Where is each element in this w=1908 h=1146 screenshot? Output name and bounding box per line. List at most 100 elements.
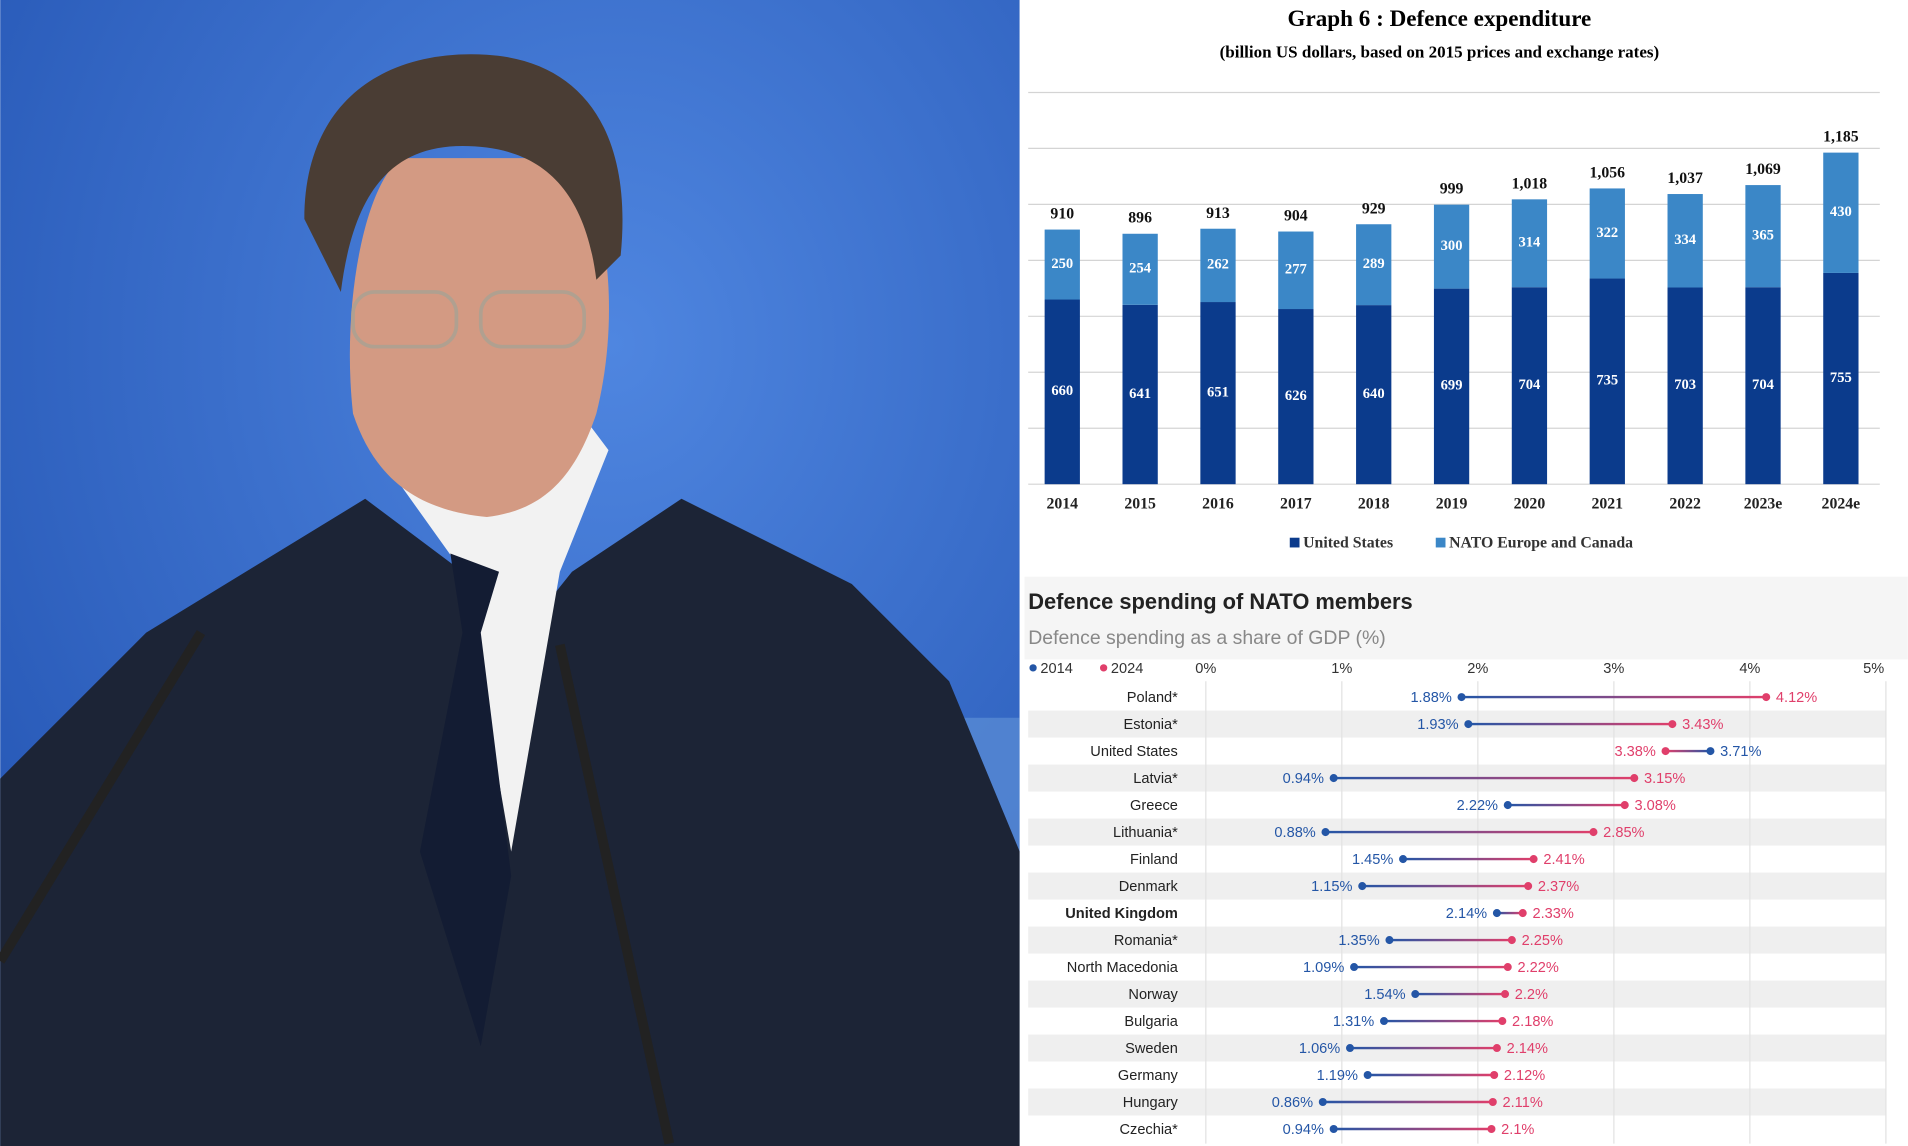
point <box>1503 801 1512 810</box>
value-label: 1.54% <box>1364 987 1405 1003</box>
point <box>1345 1044 1355 1053</box>
value-label: 1.45% <box>1352 852 1393 868</box>
segment-label: 365 <box>1752 227 1774 243</box>
x-tick-label: 2016 <box>1202 495 1234 512</box>
y-tick-label: North Macedonia <box>1067 960 1179 976</box>
value-label: 2.18% <box>1512 1014 1553 1030</box>
value-label: 2.11% <box>1503 1095 1543 1111</box>
point <box>1524 882 1533 891</box>
value-label: 2.12% <box>1504 1068 1545 1084</box>
point <box>1762 693 1771 702</box>
value-label: 2.25% <box>1522 933 1563 949</box>
value-label: 2.22% <box>1457 798 1498 814</box>
legend-label: 2024 <box>1111 661 1143 677</box>
point <box>1492 909 1501 918</box>
value-label: 1.15% <box>1311 879 1352 895</box>
legend-label: NATO Europe and Canada <box>1449 534 1633 551</box>
point <box>1498 1017 1507 1026</box>
y-tick-label: Poland* <box>1127 690 1178 706</box>
bar-segment <box>1356 224 1392 306</box>
segment-label: 314 <box>1518 235 1541 251</box>
total-label: 1,018 <box>1512 175 1548 192</box>
x-tick-label: 2014 <box>1046 495 1078 512</box>
value-label: 1.93% <box>1417 717 1458 733</box>
point <box>1329 1125 1338 1134</box>
value-label: 1.09% <box>1303 960 1344 976</box>
x-tick-label: 2020 <box>1514 495 1546 512</box>
value-label: 3.71% <box>1720 744 1761 760</box>
point <box>1358 882 1367 891</box>
segment-label: 651 <box>1207 384 1229 400</box>
segment-label: 704 <box>1518 377 1541 393</box>
total-label: 910 <box>1050 206 1074 223</box>
value-label: 2.2% <box>1515 987 1548 1003</box>
value-label: 0.86% <box>1272 1095 1313 1111</box>
point <box>1503 963 1512 972</box>
bar-segment <box>1823 272 1859 485</box>
point <box>1488 1098 1497 1107</box>
segment-label: 640 <box>1363 386 1385 402</box>
bar-segment <box>1433 204 1470 289</box>
segment-label: 334 <box>1674 232 1697 248</box>
point <box>1630 774 1639 783</box>
point <box>1620 801 1629 810</box>
value-label: 0.94% <box>1283 771 1324 787</box>
y-tick-label: Finland <box>1130 852 1178 868</box>
bar-segment <box>1667 194 1703 288</box>
bar-segment <box>1823 152 1859 273</box>
segment-label: 322 <box>1596 225 1618 241</box>
total-label: 896 <box>1128 210 1152 227</box>
point <box>1501 990 1510 999</box>
y-tick-label: Romania* <box>1114 933 1178 949</box>
value-label: 2.1% <box>1501 1122 1534 1138</box>
point <box>1507 936 1516 945</box>
value-label: 1.19% <box>1317 1068 1358 1084</box>
value-label: 2.14% <box>1507 1041 1548 1057</box>
value-label: 2.22% <box>1518 960 1559 976</box>
point <box>1350 963 1359 972</box>
y-tick-label: Bulgaria <box>1124 1014 1178 1030</box>
point <box>1487 1125 1496 1134</box>
point <box>1411 990 1420 999</box>
point <box>1529 855 1538 864</box>
x-tick-label: 4% <box>1739 661 1760 677</box>
bar-segment <box>1044 299 1080 485</box>
point <box>1490 1071 1499 1080</box>
bar-segment <box>1745 287 1781 485</box>
x-tick-label: 1% <box>1331 661 1352 677</box>
segment-label: 254 <box>1129 261 1152 277</box>
bar-segment <box>1511 287 1548 485</box>
y-tick-label: Hungary <box>1123 1095 1179 1111</box>
x-tick-label: 2017 <box>1280 495 1312 512</box>
y-tick-label: Greece <box>1130 798 1178 814</box>
value-label: 1.31% <box>1333 1014 1374 1030</box>
bar-segment <box>1278 231 1314 310</box>
x-tick-label: 2019 <box>1436 495 1468 512</box>
segment-label: 703 <box>1674 377 1696 393</box>
x-tick-label: 2018 <box>1358 495 1390 512</box>
legend-swatch <box>1289 537 1300 548</box>
y-tick-label: Estonia* <box>1124 717 1179 733</box>
bar-segment <box>1745 185 1781 288</box>
bar-segment <box>1356 305 1392 485</box>
bar-segment <box>1122 304 1158 485</box>
point <box>1492 1044 1501 1053</box>
value-label: 2.37% <box>1538 879 1579 895</box>
segment-label: 430 <box>1830 204 1852 220</box>
segment-label: 755 <box>1830 370 1852 386</box>
chart-subtitle: Defence spending as a share of GDP (%) <box>1028 627 1386 649</box>
segment-label: 735 <box>1596 373 1618 389</box>
chart-title: Graph 6 : Defence expenditure <box>1288 5 1592 31</box>
value-label: 3.15% <box>1644 771 1685 787</box>
x-tick-label: 2023e <box>1744 495 1783 512</box>
value-label: 2.41% <box>1543 852 1584 868</box>
bar-segment <box>1122 233 1158 305</box>
point <box>1385 936 1394 945</box>
legend-swatch <box>1435 537 1446 548</box>
value-label: 0.94% <box>1283 1122 1324 1138</box>
point <box>1457 693 1466 702</box>
point <box>1706 747 1715 756</box>
value-label: 3.38% <box>1614 744 1655 760</box>
y-tick-label: Denmark <box>1119 879 1179 895</box>
